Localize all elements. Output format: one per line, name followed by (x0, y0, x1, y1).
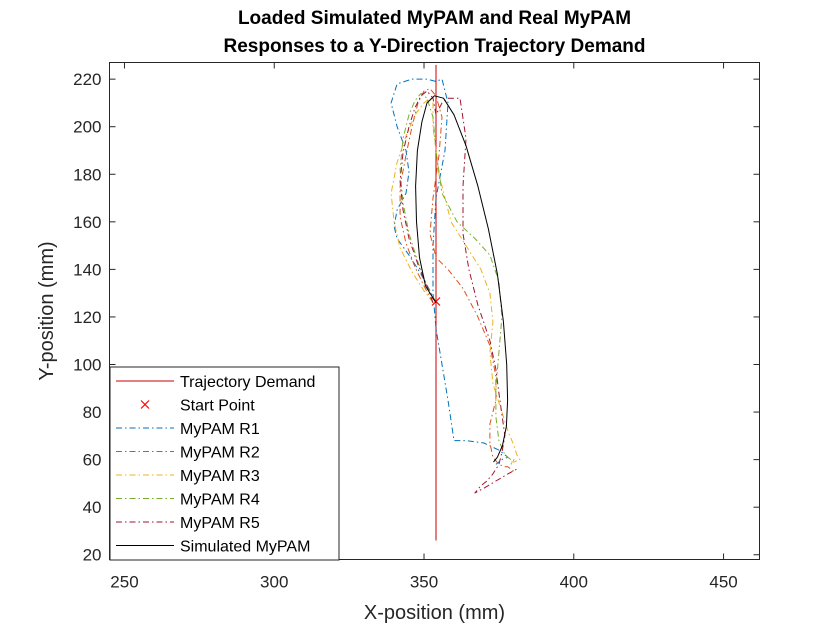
y-axis-label: Y-position (mm) (36, 241, 58, 380)
y-tick-label-80: 80 (83, 403, 102, 422)
y-tick-label-100: 100 (73, 356, 101, 375)
x-axis-label: X-position (mm) (364, 602, 505, 624)
series-simulated-mypam-line (415, 95, 509, 463)
x-tick-label-350: 350 (410, 573, 438, 592)
x-tick-label-450: 450 (709, 573, 737, 592)
y-tick-label-200: 200 (73, 118, 101, 137)
legend-label-mypam-r3: MyPAM R3 (180, 468, 260, 485)
legend-label-mypam-r2: MyPAM R2 (180, 445, 260, 462)
series-mypam-r5-line (399, 90, 518, 494)
legend-label-mypam-r1: MyPAM R1 (180, 421, 260, 438)
legend-label-simulated-mypam: Simulated MyPAM (180, 539, 310, 556)
legend-label-mypam-r4: MyPAM R4 (180, 492, 260, 509)
y-tick-label-140: 140 (73, 260, 101, 279)
y-axis-ticks: 20 40 60 80 100 120 140 160 180 200 220 (73, 70, 760, 565)
y-tick-label-220: 220 (73, 70, 101, 89)
chart-title-line-2: Responses to a Y-Direction Trajectory De… (223, 36, 645, 57)
y-tick-label-60: 60 (83, 451, 102, 470)
chart-title-line-1: Loaded Simulated MyPAM and Real MyPAM (238, 8, 631, 29)
y-tick-label-40: 40 (83, 498, 102, 517)
legend-label-start-point: Start Point (180, 398, 255, 415)
x-axis-ticks: 250 300 350 400 450 (110, 62, 738, 592)
legend-label-trajectory-demand: Trajectory Demand (180, 374, 315, 391)
series-mypam-r1-line (390, 78, 509, 465)
plot-frame (109, 62, 760, 560)
series-layer (390, 64, 521, 541)
legend: Trajectory Demand Start Point MyPAM R1 MyPA… (109, 366, 340, 561)
y-tick-label-180: 180 (73, 165, 101, 184)
y-tick-label-120: 120 (73, 308, 101, 327)
y-tick-label-160: 160 (73, 213, 101, 232)
legend-swatch-start-point (140, 400, 150, 409)
legend-box (109, 366, 340, 561)
series-mypam-r4-line (399, 92, 515, 465)
x-tick-label-250: 250 (110, 573, 138, 592)
x-tick-label-400: 400 (560, 573, 588, 592)
x-tick-label-300: 300 (260, 573, 288, 592)
y-tick-label-20: 20 (83, 546, 102, 565)
legend-label-mypam-r5: MyPAM R5 (180, 515, 260, 532)
